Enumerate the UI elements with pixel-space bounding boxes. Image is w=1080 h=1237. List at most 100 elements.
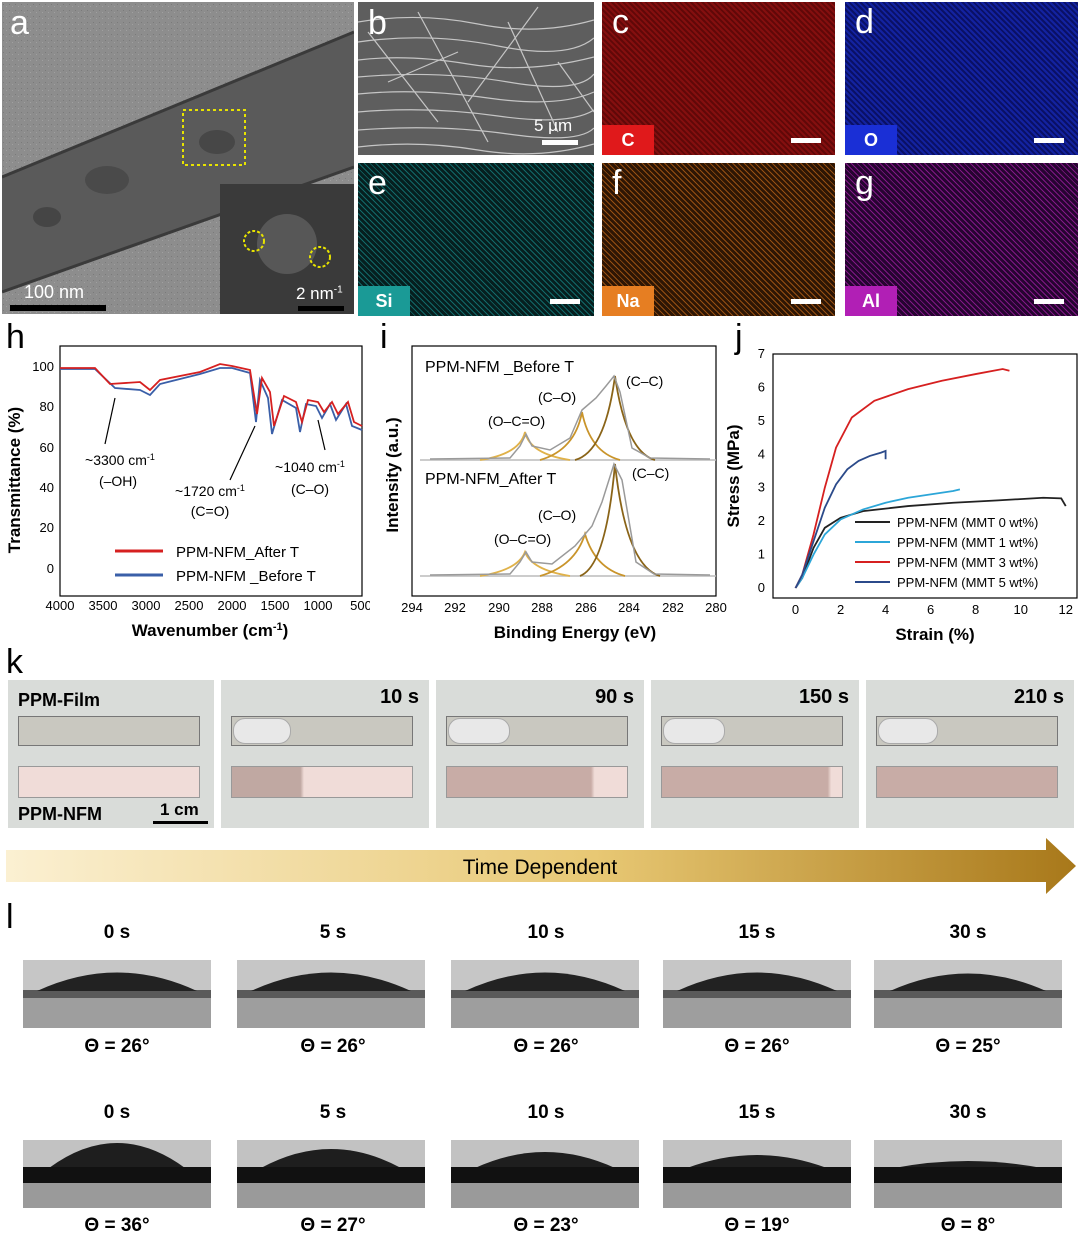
tensile-xtick: 8 [972,602,979,617]
edx-map-f: f Na [602,163,835,316]
ftir-xtick: 500 [350,598,370,613]
film-label: PPM-Film [18,690,101,710]
ca-angle: Θ = 26° [300,1036,366,1057]
ftir-xtick: 2000 [218,598,247,613]
xps-xlabel: Binding Energy (eV) [494,623,656,642]
nfm-strip [446,766,628,798]
contact-angle-image [451,960,639,1028]
water-droplet [663,718,725,744]
time-arrow: Time Dependent [6,838,1076,894]
tensile-xtick: 4 [882,602,889,617]
xps-peak-cc: (C–C) [626,373,663,389]
ftir-series-after [60,363,363,427]
timelapse-frame: 10 s [221,680,429,828]
tensile-xtick: 0 [792,602,799,617]
timelapse-reference: PPM-Film PPM-NFM 1 cm [8,680,214,828]
ftir-xtick: 1500 [261,598,290,613]
xps-peak-co: (C–O) [538,389,576,405]
panel-letter-e: e [368,164,387,202]
ca-angle: Θ = 23° [513,1215,579,1236]
ca-time: 5 s [319,922,347,943]
edx-map-d: d O [845,2,1078,155]
panel-letter-h: h [6,318,25,356]
tem-scale-bar [10,305,106,311]
panel-letter-b: b [368,4,387,42]
timelapse-time: 150 s [798,686,849,708]
tem-scale-label: 100 nm [24,282,85,302]
panel-letter-l: l [6,898,14,936]
ca-time: 30 s [949,1102,987,1123]
xps-xtick: 292 [444,600,466,615]
xps-xtick: 284 [618,600,640,615]
tensile-xtick: 10 [1013,602,1027,617]
panel-letter-k: k [6,643,23,681]
tem-image: a 2 nm-1 100 nm [2,2,354,314]
ca-time: 0 s [103,922,131,943]
ftir-ylabel: Transmittance (%) [5,407,24,553]
nfm-strip [18,766,200,798]
contact-angle-image [663,960,851,1028]
xps-top-title: PPM-NFM _Before T [425,359,574,376]
panel-letter-i: i [380,318,388,356]
ca-time: 15 s [738,1102,776,1123]
ftir-ytick: 40 [40,480,54,495]
timelapse-frame: 210 s [866,680,1074,828]
nfm-strip [876,766,1058,798]
tensile-ylabel: Stress (MPa) [725,425,743,528]
ftir-ytick: 100 [32,359,54,374]
tensile-series-3 [794,449,887,589]
tensile-xtick: 2 [837,602,844,617]
ftir-annotation-co: ~1040 cm-1 [275,459,345,475]
edx-scale-bar [1034,138,1064,143]
photo-scale-bar [153,821,208,824]
edx-element-c: C [602,125,654,155]
water-droplet [448,718,510,744]
ftir-ytick: 20 [40,520,54,535]
tensile-xlabel: Strain (%) [895,625,974,644]
ca-angle: Θ = 26° [84,1036,150,1057]
ca-angle: Θ = 26° [513,1036,579,1057]
contact-angle-image [663,1140,851,1208]
tensile-ytick: 4 [758,446,765,461]
nfm-strip [231,766,413,798]
fft-inset: 2 nm-1 [220,184,354,314]
xps-peak-cc: (C–C) [632,465,669,481]
xps-xtick: 282 [662,600,684,615]
ftir-ytick: 60 [40,440,54,455]
ftir-ytick: 0 [47,561,54,576]
tensile-chart: Stress (MPa) Strain (%) 0 2 4 6 8 10 120123456… [725,346,1078,644]
contact-angle-image [874,1140,1062,1208]
tensile-legend-label: PPM-NFM (MMT 5 wt%) [897,575,1038,590]
xps-xtick: 290 [488,600,510,615]
timelapse-time: 10 s [380,686,419,708]
ftir-xtick: 3500 [89,598,118,613]
sem-scale-label: 5 μm [534,116,573,135]
edx-element-f: Na [602,286,654,316]
tensile-ytick: 6 [758,379,765,394]
tensile-legend-label: PPM-NFM (MMT 3 wt%) [897,555,1038,570]
panel-letter-g: g [855,164,874,202]
xps-peak-co: (C–O) [538,507,576,523]
tensile-ytick: 7 [758,346,765,361]
fft-scale-label: 2 nm-1 [296,284,343,303]
panel-letter-d: d [855,3,874,41]
photo-scale-label: 1 cm [160,800,199,819]
panel-letter-j: j [735,318,743,356]
film-strip [18,716,200,746]
contact-angle-image [237,1140,425,1208]
xps-bottom-title: PPM-NFM_After T [425,471,557,488]
nfm-label: PPM-NFM [18,804,102,824]
edx-element-e: Si [358,286,410,316]
panel-letter-c: c [612,3,629,41]
time-arrow-label: Time Dependent [463,856,618,879]
tensile-ytick: 2 [758,513,765,528]
tensile-series-2 [794,368,1010,589]
timelapse-time: 210 s [1013,686,1064,708]
xps-peak-oco: (O–C=O) [494,531,551,547]
ca-time: 10 s [527,922,565,943]
timelapse-frame: 150 s [651,680,859,828]
ftir-annotation-co-group: (C–O) [291,481,329,497]
tensile-ytick: 0 [758,580,765,595]
edx-scale-bar [791,299,821,304]
ftir-xtick: 4000 [46,598,75,613]
